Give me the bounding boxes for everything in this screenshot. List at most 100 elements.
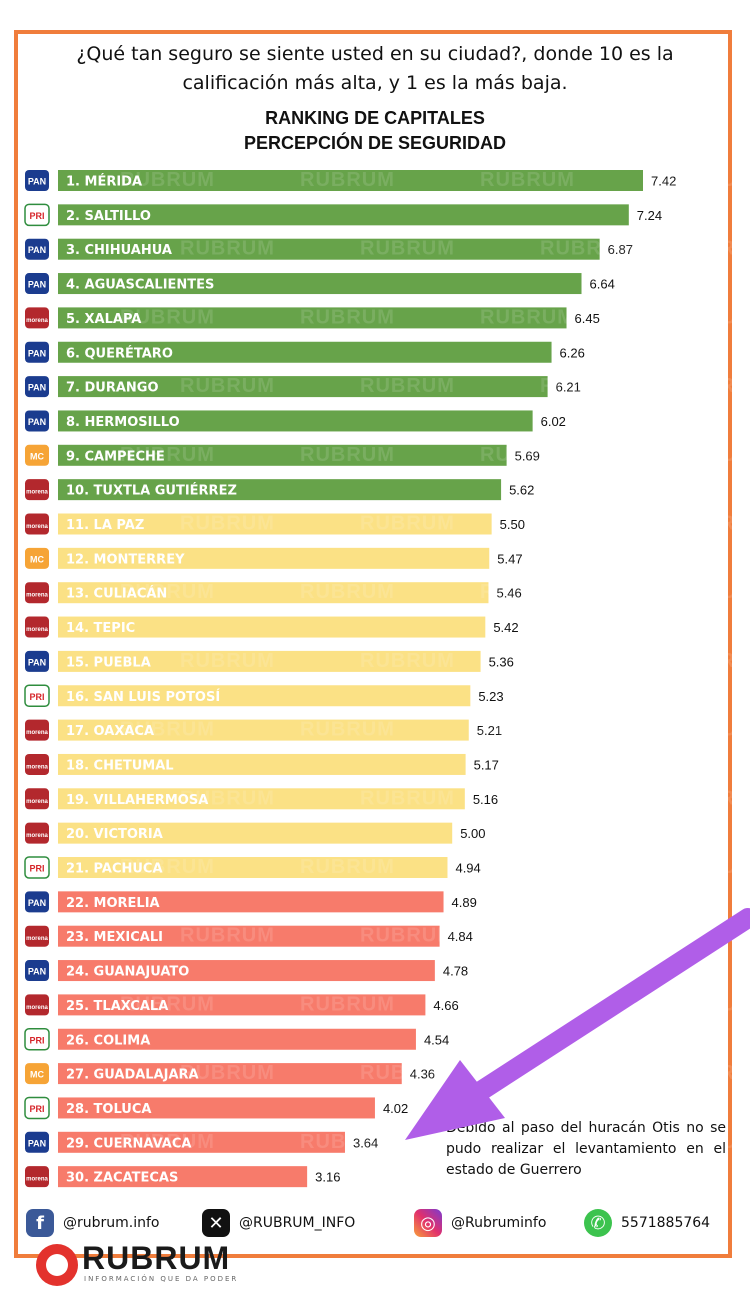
- bar-category-label: 14. TEPIC: [66, 621, 135, 636]
- watermark-text: RUBRUM: [180, 1062, 275, 1084]
- party-badge-label: morena: [26, 764, 48, 770]
- watermark-text: RUBRUM: [300, 993, 395, 1015]
- party-badge-label: MC: [30, 1070, 44, 1080]
- instagram-handle: @Rubruminfo: [451, 1215, 547, 1231]
- bar-category-label: 9. CAMPECHE: [66, 449, 165, 464]
- watermark-text: RUBRUM: [360, 925, 455, 947]
- bar-row: morena 10. TUXTLA GUTIÉRREZ 5.62: [25, 479, 534, 501]
- party-badge-morena-icon: [25, 788, 49, 810]
- party-badge-morena-icon: [25, 753, 49, 775]
- watermark-text: RUBRUM: [300, 169, 395, 191]
- bar-category-label: 11. LA PAZ: [66, 518, 144, 533]
- bar-value-label: 4.02: [383, 1101, 408, 1116]
- party-badge-pan-icon: [25, 1131, 49, 1153]
- bar-category-label: 1. MÉRIDA: [66, 174, 142, 190]
- bar: [58, 616, 486, 638]
- rubrum-logo-tagline: INFORMACIÓN QUE DA PODER: [84, 1275, 239, 1283]
- bar: [58, 1166, 308, 1188]
- watermark-text: RUBRUM: [720, 787, 750, 809]
- party-badge-label: PRI: [29, 211, 44, 221]
- bar: [58, 685, 471, 707]
- bar-value-label: 5.50: [500, 517, 525, 532]
- arrow-head: [405, 1060, 505, 1140]
- bar-row: PAN 4. AGUASCALIENTES 6.64: [25, 273, 615, 295]
- watermark-text: RUBRUM: [540, 650, 635, 672]
- bar-value-label: 4.94: [455, 861, 480, 876]
- bar-row: MC 27. GUADALAJARA 4.36: [25, 1063, 435, 1085]
- party-badge-pan-icon: [25, 891, 49, 913]
- social-footer: f @rubrum.info ✕ @RUBRUM_INFO ◎ @Rubrumi…: [0, 1205, 750, 1245]
- watermark-text: RUBRUM: [720, 375, 750, 397]
- facebook-link[interactable]: f @rubrum.info: [26, 1205, 160, 1241]
- bar: [58, 994, 426, 1016]
- party-badge-label: morena: [26, 833, 48, 839]
- bar-value-label: 6.64: [590, 277, 615, 292]
- bar: [58, 822, 453, 844]
- bar-row: morena 18. CHETUMAL 5.17: [25, 753, 499, 775]
- bar-category-label: 12. MONTERREY: [66, 552, 185, 567]
- bar: [58, 547, 490, 569]
- party-badge-label: MC: [30, 554, 44, 564]
- watermark-text: RUBRUM: [300, 856, 395, 878]
- bar: [58, 376, 548, 398]
- party-badge-morena-icon: [25, 925, 49, 947]
- bar-value-label: 5.16: [473, 792, 498, 807]
- party-badge-morena-icon: [25, 719, 49, 741]
- whatsapp-number: 5571885764: [621, 1215, 711, 1231]
- watermark-text: RUBRUM: [540, 925, 635, 947]
- watermark-text: RUBRUM: [480, 306, 575, 328]
- watermark-text: RUBRUM: [300, 581, 395, 603]
- watermark-text: RUBRUM: [480, 581, 575, 603]
- bar: [58, 857, 448, 878]
- bar: [58, 341, 552, 363]
- watermark-text: RUBRUM: [180, 375, 275, 397]
- x-link[interactable]: ✕ @RUBRUM_INFO: [202, 1205, 355, 1241]
- bar-category-label: 30. ZACATECAS: [66, 1171, 178, 1186]
- bar-category-label: 10. TUXTLA GUTIÉRREZ: [66, 483, 237, 499]
- party-badge-pan-icon: [25, 410, 49, 432]
- bar-row: PAN 3. CHIHUAHUA 6.87: [25, 238, 633, 260]
- bar-category-label: 28. TOLUCA: [66, 1102, 151, 1117]
- watermark-text: RUBRUM: [360, 787, 455, 809]
- arrow-annotation: [405, 908, 750, 1140]
- bar-row: PAN 7. DURANGO 6.21: [25, 376, 581, 398]
- party-badge-pan-icon: [25, 960, 49, 982]
- bar-category-label: 19. VILLAHERMOSA: [66, 793, 208, 808]
- party-badge-label: PRI: [29, 1035, 44, 1045]
- party-badge-morena-icon: [25, 307, 49, 329]
- bar-category-label: 21. PACHUCA: [66, 862, 163, 877]
- bar-category-label: 29. CUERNAVACA: [66, 1136, 191, 1151]
- bar-value-label: 7.24: [637, 208, 662, 223]
- party-badge-pri-icon: [24, 1028, 50, 1051]
- whatsapp-icon: ✆: [584, 1209, 612, 1237]
- bar-category-label: 26. COLIMA: [66, 1033, 150, 1048]
- bar: [58, 719, 469, 741]
- bar: [58, 925, 440, 947]
- whatsapp-link[interactable]: ✆ 5571885764: [584, 1205, 710, 1241]
- watermark-text: RUBRUM: [660, 993, 750, 1015]
- watermark-text: RUBRUM: [300, 444, 395, 466]
- bar-category-label: 20. VICTORIA: [66, 827, 163, 842]
- orange-frame: [14, 30, 732, 1258]
- watermark-text: RUBRUM: [300, 306, 395, 328]
- bar-value-label: 5.36: [489, 654, 514, 669]
- watermark-text: RUBRUM: [480, 856, 575, 878]
- watermark-text: RUBRUM: [480, 993, 575, 1015]
- bar-value-label: 4.78: [443, 964, 468, 979]
- bar-value-label: 5.00: [460, 826, 485, 841]
- party-badge-label: PRI: [29, 864, 44, 874]
- bar-category-label: 18. CHETUMAL: [66, 758, 174, 773]
- watermark-text: RUBRUM: [120, 169, 215, 191]
- bar-value-label: 3.16: [315, 1170, 340, 1185]
- bar-row: PAN 1. MÉRIDA 7.42: [25, 170, 676, 191]
- party-badge-label: morena: [26, 627, 48, 633]
- instagram-link[interactable]: ◎ @Rubruminfo: [414, 1205, 546, 1241]
- bar: [58, 479, 502, 501]
- watermark-text: RUBRUM: [180, 925, 275, 947]
- watermark-text: RUBRUM: [540, 1062, 635, 1084]
- watermark-text: RUBRUM: [660, 1131, 750, 1153]
- chart-title-line-2: PERCEPCIÓN DE SEGURIDAD: [243, 133, 507, 153]
- bar-category-label: 24. GUANAJUATO: [66, 965, 189, 980]
- bar-row: MC 9. CAMPECHE 5.69: [25, 444, 540, 466]
- party-badge-pri-icon: [24, 1096, 50, 1120]
